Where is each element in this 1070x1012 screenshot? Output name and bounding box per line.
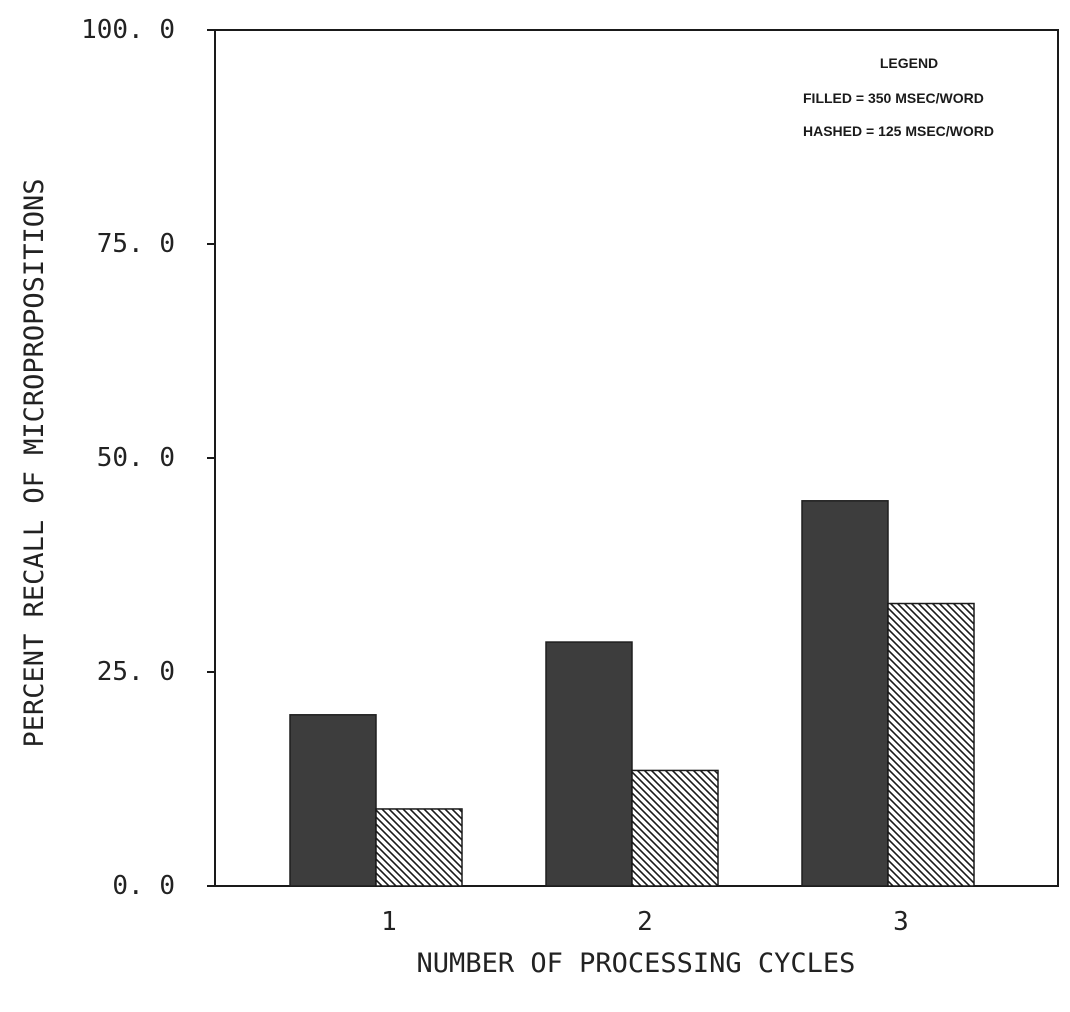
bar-hashed-cycle-1 [375, 808, 463, 887]
x-axis: 1 2 3 [381, 907, 909, 937]
legend-entry-hashed: HASHED = 125 MSEC/WORD [803, 123, 994, 139]
bar-filled-cycle-1 [289, 714, 377, 887]
bar-filled-cycle-3 [801, 500, 889, 887]
x-tick-label: 2 [637, 907, 653, 937]
y-tick-label: 100. 0 [81, 15, 175, 45]
y-tick-label: 25. 0 [97, 657, 175, 687]
bars-group [289, 500, 975, 887]
legend: LEGEND FILLED = 350 MSEC/WORD HASHED = 1… [803, 55, 994, 139]
y-tick-label: 50. 0 [97, 443, 175, 473]
x-tick-label: 3 [893, 907, 909, 937]
y-axis-title: PERCENT RECALL OF MICROPROPOSITIONS [19, 179, 50, 748]
y-axis: 0. 0 25. 0 50. 0 75. 0 100. 0 [81, 15, 215, 901]
bar-hashed-cycle-2 [631, 769, 719, 887]
legend-title: LEGEND [880, 55, 938, 71]
y-tick-label: 75. 0 [97, 229, 175, 259]
legend-entry-filled: FILLED = 350 MSEC/WORD [803, 90, 984, 106]
bar-filled-cycle-2 [545, 641, 633, 887]
x-tick-label: 1 [381, 907, 397, 937]
bar-hashed-cycle-3 [887, 602, 975, 887]
y-tick-label: 0. 0 [112, 871, 175, 901]
x-axis-title: NUMBER OF PROCESSING CYCLES [417, 948, 856, 979]
